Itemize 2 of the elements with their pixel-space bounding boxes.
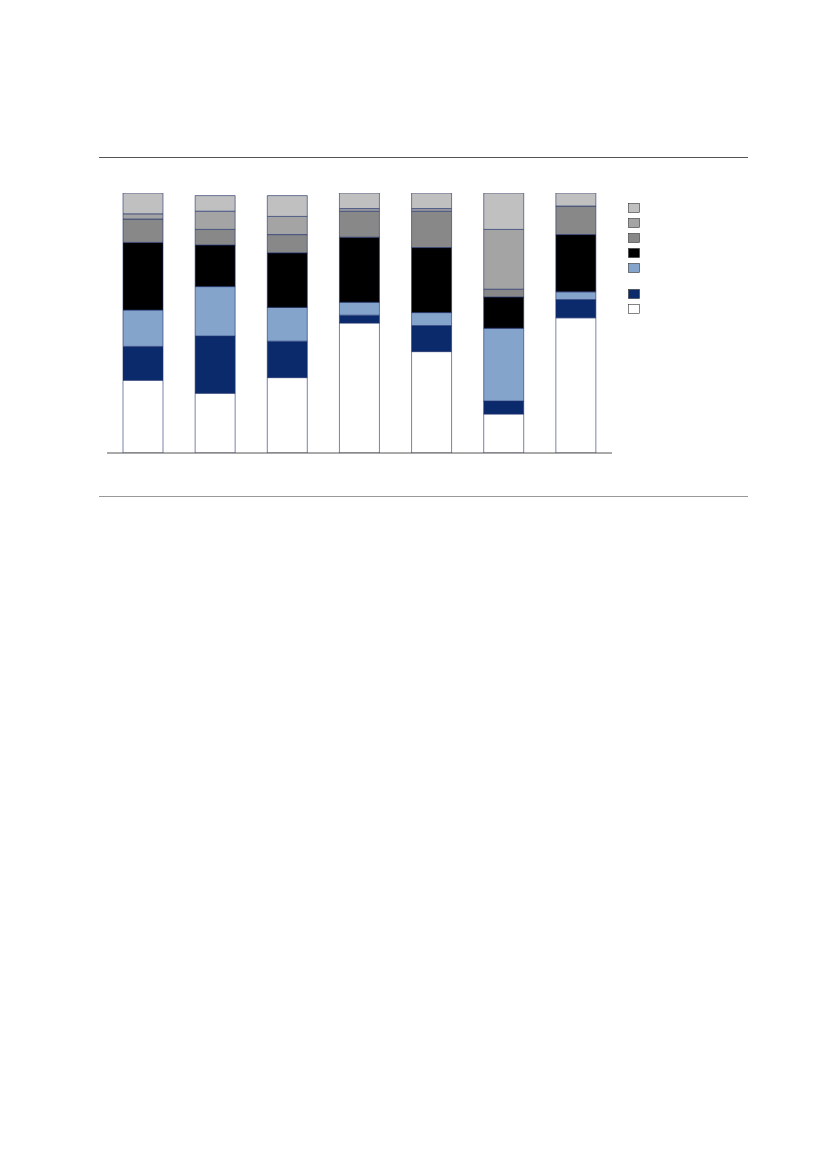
bar xyxy=(339,193,380,209)
bar xyxy=(411,193,452,209)
